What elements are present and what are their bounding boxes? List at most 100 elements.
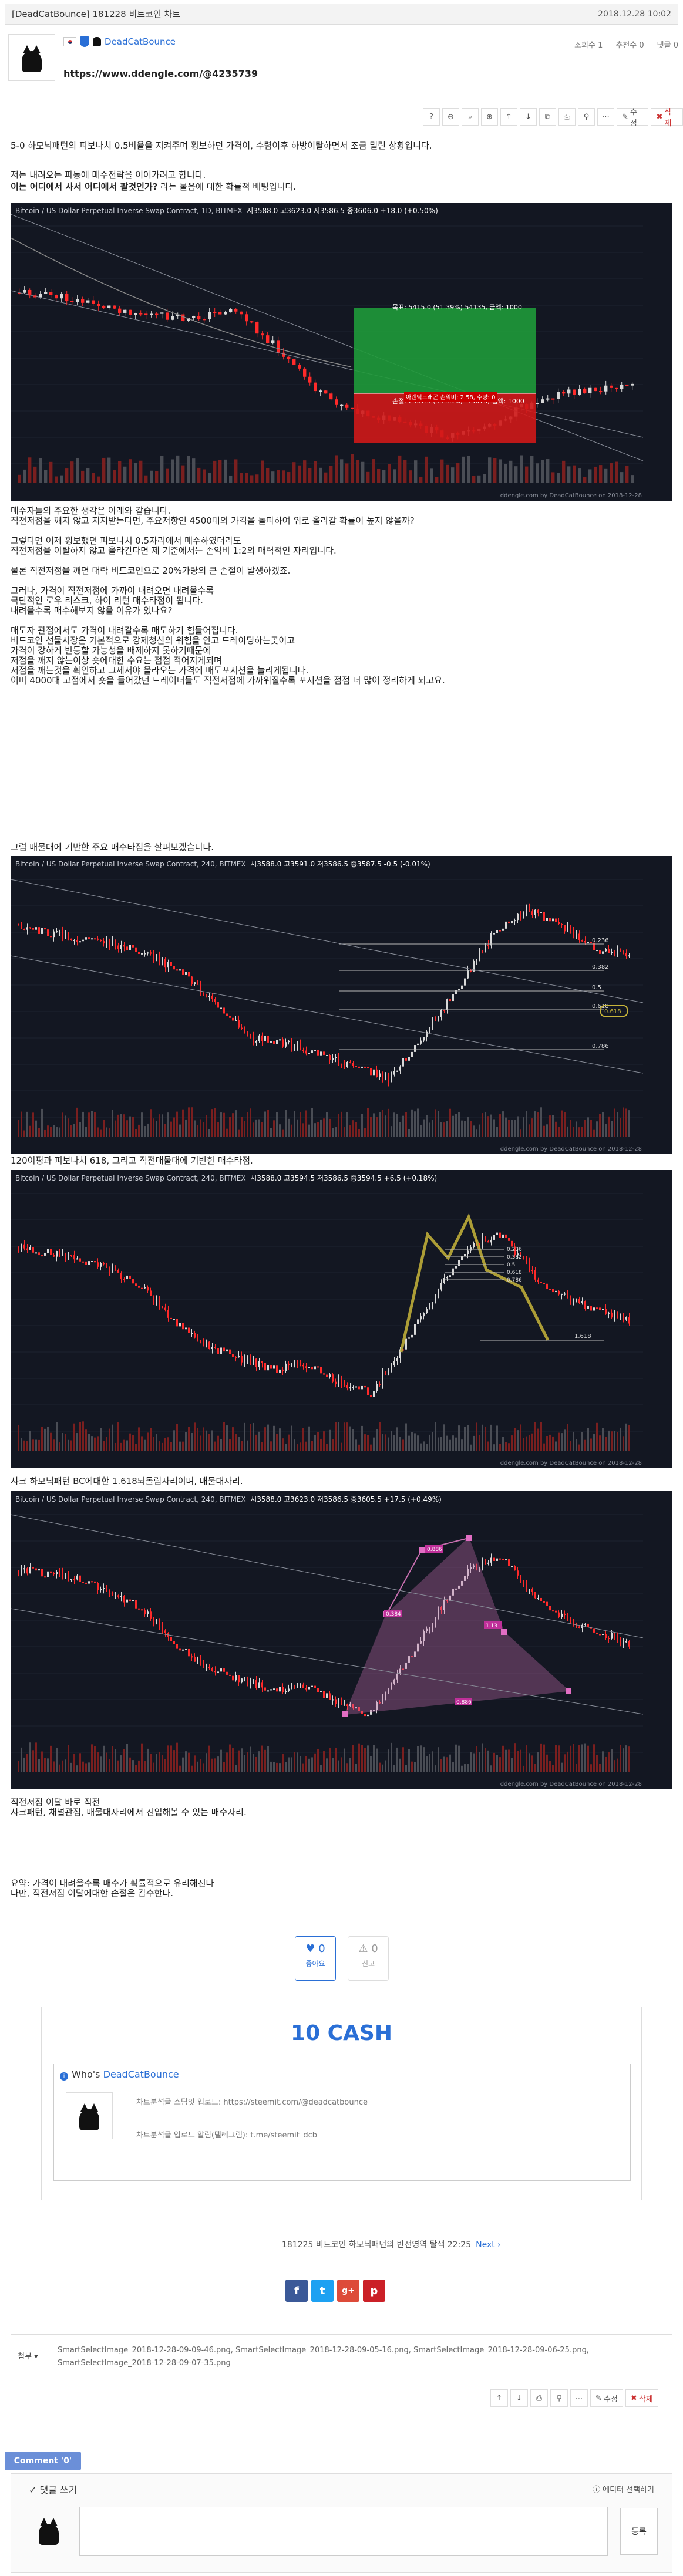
arrow-down-icon[interactable]: ↓ [520,108,537,126]
candle [241,1678,243,1683]
like-button[interactable]: ♥ 0 좋아요 [295,1936,336,1981]
candle [373,1710,375,1711]
volume-bar [188,1427,190,1451]
delete-button[interactable]: ✖ 삭제 [625,2389,658,2407]
candle [461,1580,463,1586]
help-button[interactable]: ? [423,108,440,126]
candle [59,1251,60,1256]
edit-button[interactable]: ✎ 수정 [590,2389,623,2407]
chart-240-shark: 0.236 0.382 0.5 0.618 0.786 1.618 Bitcoin / U… [11,1170,672,1468]
report-button[interactable]: ⚠ 0 신고 [348,1936,389,1981]
candle [623,951,624,953]
volume-bar [420,1443,422,1451]
volume-bar [185,1751,187,1772]
volume-bar [223,1422,225,1451]
volume-bar [488,457,492,483]
copy-icon[interactable]: ⧉ [539,108,556,126]
candle [139,313,143,315]
volume-bar [47,1758,49,1772]
more-icon[interactable]: ⋯ [570,2389,588,2407]
volume-bar [379,1422,381,1451]
arrow-down-icon[interactable]: ↓ [510,2389,528,2407]
candle [220,1668,222,1672]
googleplus-share-button[interactable]: g+ [337,2280,359,2302]
facebook-share-button[interactable]: f [285,2280,308,2302]
volume-bar [332,1439,334,1451]
volume-bar [487,1116,489,1137]
arrow-up-icon[interactable]: ↑ [490,2389,508,2407]
more-icon[interactable]: ⋯ [597,108,614,126]
candle [573,389,576,395]
zoom-out-icon[interactable]: ⊖ [442,108,459,126]
who-name[interactable]: DeadCatBounce [103,2069,179,2080]
candle [449,1275,451,1277]
candle [167,962,169,968]
adjacent-post-link[interactable]: 181225 비트코인 하모닉패턴의 반전영역 탈색 22:25 [282,2240,472,2250]
volume-bar [614,1108,615,1137]
print-icon[interactable]: ⎙ [558,108,576,126]
candle [68,1255,69,1259]
comment-tab[interactable]: Comment '0' [5,2452,81,2470]
candle [564,1613,566,1616]
candle [132,1278,134,1284]
volume-bar [106,1127,107,1137]
twitter-share-button[interactable]: t [311,2280,334,2302]
author-name[interactable]: DeadCatBounce [105,36,176,47]
pinterest-share-button[interactable]: p [363,2280,385,2302]
post-toolbar: ? ⊖ ⌕ ⊕ ↑ ↓ ⧉ ⎙ ⚲ ⋯ ✎ 수정 ✖ 삭제 [423,108,683,128]
print-icon[interactable]: ⎙ [530,2389,548,2407]
candle [493,1557,495,1561]
search-icon[interactable]: ⌕ [462,108,479,126]
candle [467,1569,469,1576]
arrow-up-icon[interactable]: ↑ [500,108,517,126]
volume-bar [446,1757,448,1772]
candle [250,1680,251,1685]
volume-bar [382,1434,383,1451]
editor-select[interactable]: ⓘ 에디터 선택하기 [593,2483,654,2494]
candle [144,1610,146,1614]
candle [408,1656,410,1663]
candle [91,938,93,940]
volume-bar [370,1444,372,1451]
avatar[interactable] [8,34,55,81]
volume-bar [461,1765,463,1772]
volume-bar [285,1762,287,1772]
link-icon[interactable]: ⚲ [578,108,595,126]
volume-bar [103,1441,105,1451]
next-link[interactable]: Next › [476,2240,501,2250]
candle [288,1363,290,1365]
submit-comment-button[interactable]: 등록 [620,2508,658,2555]
volume-bar [605,1437,607,1451]
volume-bar [106,1752,107,1772]
candle [18,292,21,294]
candle [70,1579,72,1580]
candle [534,909,536,915]
delete-button[interactable]: ✖ 삭제 [651,108,683,128]
edit-button[interactable]: ✎ 수정 [617,108,649,128]
link-icon[interactable]: ⚲ [550,2389,568,2407]
volume-bar [573,1127,574,1137]
volume-bar [285,1444,287,1451]
volume-bar [126,1120,128,1137]
volume-bar [611,1749,613,1772]
volume-bar [144,1126,146,1137]
volume-bar [129,1116,131,1137]
candle [388,1075,389,1082]
attachment-files[interactable]: SmartSelectImage_2018-12-28-09-09-46.png… [58,2346,589,2368]
candle [329,1054,331,1060]
candle [332,1058,334,1060]
candle [211,995,213,999]
volume-bar [276,1112,278,1137]
zoom-in-icon[interactable]: ⊕ [481,108,498,126]
comment-input[interactable] [79,2507,608,2556]
candle [106,1263,107,1268]
candle [625,953,627,957]
like-count: ♥ 0 [295,1943,335,1955]
volume-bar [373,1745,375,1772]
volume-bar [625,1108,627,1137]
avatar[interactable] [66,2092,113,2139]
author-url[interactable]: https://www.ddengle.com/@4235739 [63,68,258,79]
candle [411,1051,413,1057]
candle [557,392,560,399]
candle [250,1358,251,1365]
